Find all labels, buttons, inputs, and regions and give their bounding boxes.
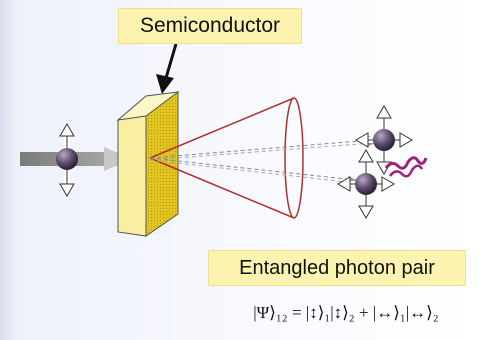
semiconductor-label: Semiconductor (118, 8, 302, 44)
entanglement-formula: |Ψ⟩₁₂ = |↕⟩₁|↕⟩₂ + |↔⟩₁|↔⟩₂ (253, 303, 439, 322)
photon-path-1 (149, 139, 373, 159)
entangled-pair-label: Entangled photon pair (208, 250, 466, 286)
incoming-photon (56, 123, 78, 197)
left-edge-strip (0, 0, 16, 340)
emission-cone (149, 97, 304, 219)
photon-path-1b (149, 142, 373, 161)
photon-path-2 (149, 157, 357, 181)
crystal-side (145, 91, 179, 237)
pointer-arrow (156, 43, 178, 94)
semiconductor-crystal (116, 91, 180, 237)
entanglement-wave (384, 156, 428, 170)
crystal-face (117, 115, 147, 237)
outgoing-photon-2 (337, 149, 395, 219)
